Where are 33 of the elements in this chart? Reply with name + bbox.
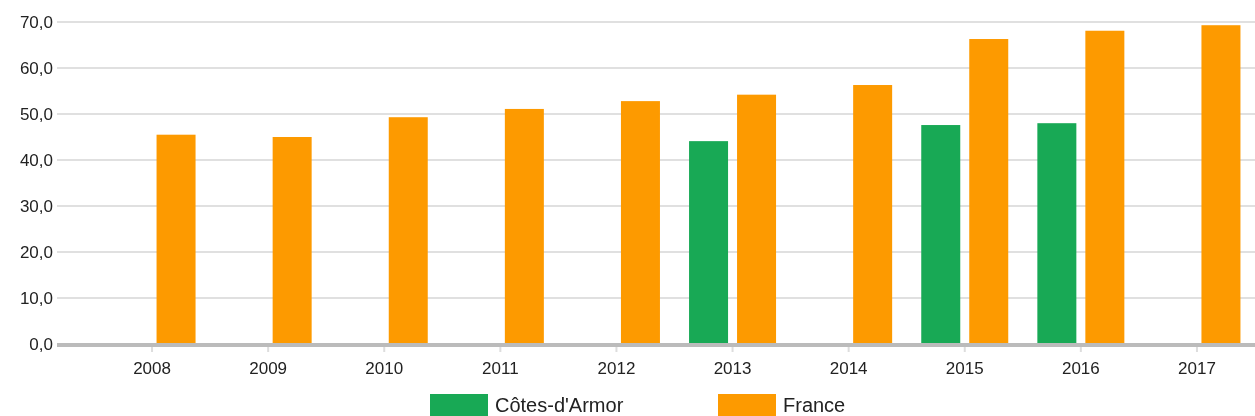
x-tick-label: 2011 — [482, 359, 519, 378]
y-tick-label: 10,0 — [19, 288, 53, 308]
y-tick-label: 70,0 — [19, 12, 53, 32]
bar — [689, 141, 729, 344]
bar — [853, 85, 893, 344]
legend-label: Côtes-d'Armor — [495, 394, 624, 416]
bar — [969, 39, 1009, 344]
x-tick-label: 2010 — [365, 359, 404, 378]
x-tick-label: 2017 — [1178, 359, 1216, 378]
bar — [504, 108, 544, 344]
bar — [921, 125, 961, 344]
x-tick-label: 2014 — [829, 359, 868, 378]
bar — [1037, 123, 1077, 344]
x-tick-label: 2015 — [945, 359, 984, 378]
bar — [737, 94, 777, 344]
bar — [1085, 30, 1125, 344]
bar — [272, 137, 312, 344]
y-tick-label: 40,0 — [19, 150, 53, 170]
bar — [388, 117, 428, 344]
y-tick-label: 0,0 — [29, 334, 53, 354]
y-tick-label: 50,0 — [19, 104, 53, 124]
x-tick-label: 2008 — [133, 359, 171, 378]
x-tick-label: 2012 — [597, 359, 636, 378]
y-tick-label: 60,0 — [19, 58, 53, 78]
x-tick-label: 2016 — [1061, 359, 1100, 378]
y-tick-label: 30,0 — [19, 196, 53, 216]
y-tick-label: 20,0 — [19, 242, 53, 262]
x-tick-label: 2013 — [713, 359, 752, 378]
bar — [1201, 25, 1241, 344]
bar — [620, 101, 660, 344]
bar — [156, 134, 196, 344]
x-tick-label: 2009 — [249, 359, 288, 378]
legend-label: France — [783, 394, 846, 416]
